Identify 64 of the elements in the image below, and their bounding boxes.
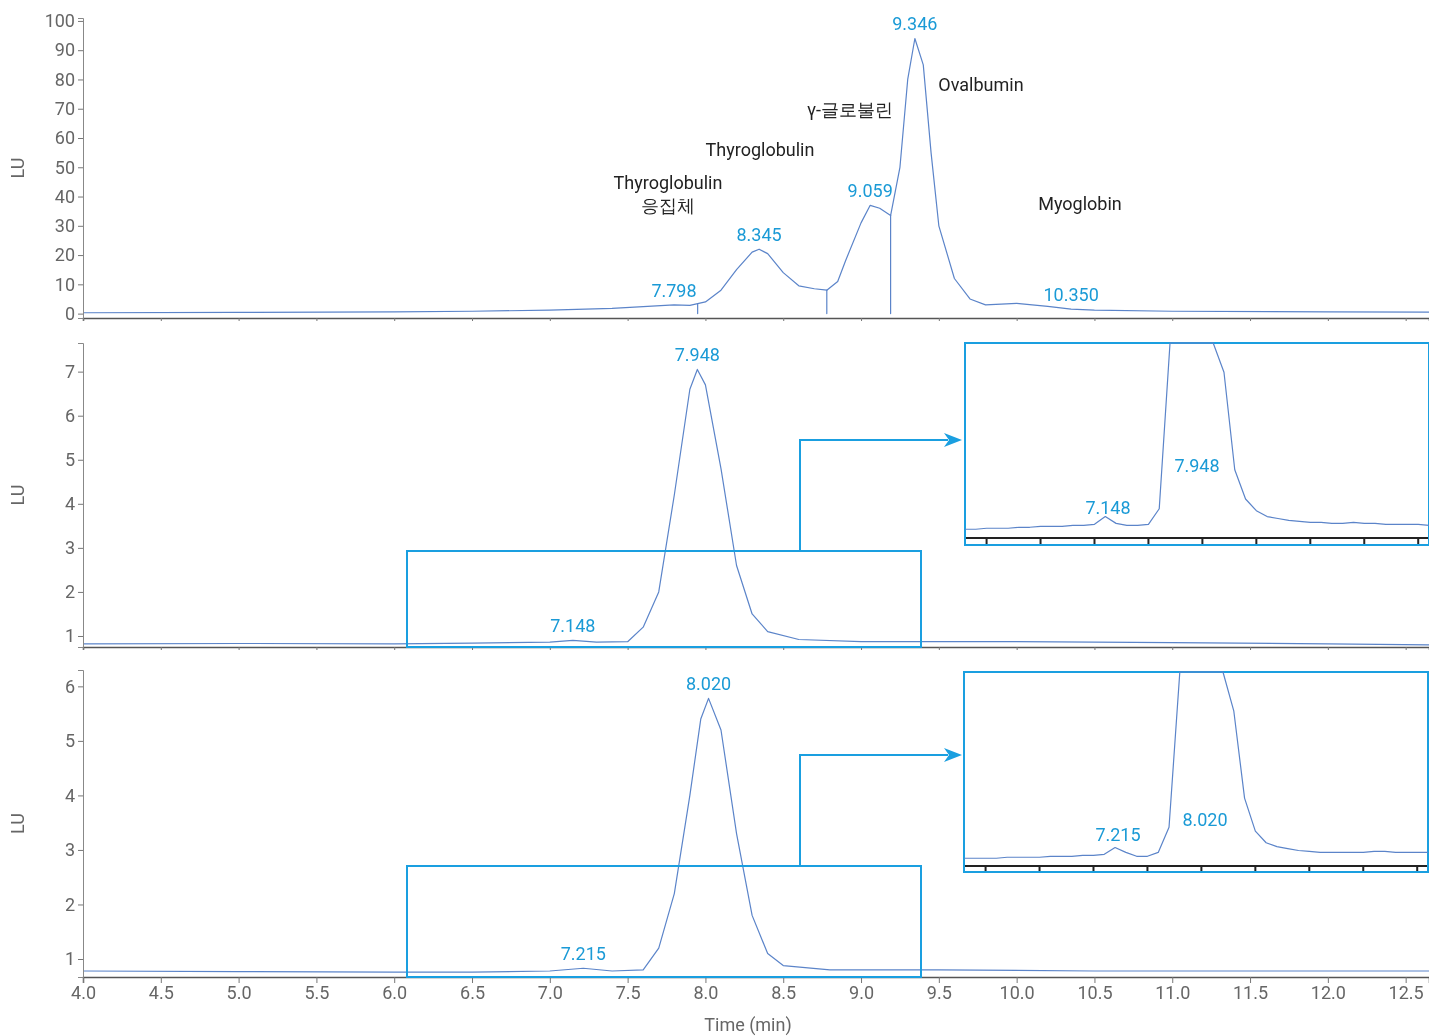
y-tick-label: 30 — [54, 215, 75, 237]
y-tick-label: 60 — [54, 127, 75, 149]
x-tick-label: 5.0 — [226, 981, 252, 1003]
x-tick-label: 8.0 — [693, 981, 719, 1003]
y-tick-label: 100 — [44, 10, 75, 32]
y-tick-label: 70 — [54, 97, 75, 119]
y-tick-label: 0 — [64, 302, 75, 324]
x-tick-label: 7.0 — [537, 981, 563, 1003]
annotation: 7.798 — [651, 279, 697, 301]
x-tick-label: 5.5 — [304, 981, 330, 1003]
y-axis-title: LU — [7, 484, 28, 506]
x-axis-title: Time (min) — [704, 1014, 792, 1036]
annotation: Thyroglobulin 응집체 — [613, 172, 723, 216]
y-tick-label: 1 — [64, 948, 75, 970]
y-tick-label: 2 — [64, 581, 75, 603]
y-tick-label: 90 — [54, 39, 75, 61]
annotation: Thyroglobulin — [705, 139, 815, 160]
annotation: 8.020 — [1182, 809, 1228, 830]
x-tick-label: 8.5 — [771, 981, 797, 1003]
y-tick-label: 7 — [64, 360, 75, 382]
annotation: 10.350 — [1043, 284, 1099, 306]
y-tick-label: 1 — [64, 625, 75, 647]
annotation: 7.215 — [560, 943, 606, 965]
annotation: γ-글로불린 — [806, 99, 894, 120]
x-tick-label: 6.0 — [382, 981, 408, 1003]
y-tick-label: 4 — [64, 784, 75, 806]
y-tick-label: 3 — [64, 537, 75, 559]
y-tick-label: 5 — [64, 449, 75, 471]
x-tick-label: 6.5 — [460, 981, 486, 1003]
x-tick-label: 11.5 — [1233, 981, 1269, 1003]
annotation: 7.948 — [674, 344, 720, 366]
x-tick-label: 12.0 — [1310, 981, 1346, 1003]
y-tick-label: 50 — [54, 156, 75, 178]
annotation: 7.948 — [1174, 455, 1220, 476]
annotation: 8.020 — [685, 673, 732, 695]
annotation: 9.346 — [892, 13, 938, 35]
y-tick-label: 20 — [54, 244, 75, 266]
y-tick-label: 10 — [54, 273, 75, 295]
annotation: 8.345 — [736, 224, 782, 246]
x-tick-label: 10.5 — [1077, 981, 1113, 1003]
y-tick-label: 6 — [64, 675, 75, 697]
y-axis-title: LU — [7, 157, 28, 179]
annotation: Myoglobin — [1038, 193, 1122, 214]
y-axis-title: LU — [7, 813, 28, 834]
x-tick-label: 11.0 — [1155, 981, 1191, 1003]
x-tick-label: 9.0 — [849, 981, 875, 1003]
y-tick-label: 6 — [64, 404, 75, 426]
y-tick-label: 80 — [54, 68, 75, 90]
annotation: Ovalbumin — [938, 74, 1024, 95]
x-tick-label: 9.5 — [926, 981, 952, 1003]
annotation: 7.148 — [550, 615, 596, 637]
annotation: 7.215 — [1095, 824, 1141, 845]
y-tick-label: 40 — [54, 185, 75, 207]
x-tick-label: 7.5 — [615, 981, 641, 1003]
y-tick-label: 2 — [64, 893, 75, 915]
x-tick-label: 4.5 — [148, 981, 174, 1003]
y-tick-label: 4 — [64, 493, 75, 515]
annotation: 7.148 — [1085, 497, 1131, 518]
y-tick-label: 3 — [64, 839, 75, 861]
annotation: 9.059 — [847, 180, 893, 202]
x-tick-label: 4.0 — [71, 981, 96, 1003]
y-tick-label: 5 — [64, 730, 75, 752]
x-tick-label: 10.0 — [999, 981, 1035, 1003]
x-tick-label: 12.5 — [1388, 981, 1424, 1003]
